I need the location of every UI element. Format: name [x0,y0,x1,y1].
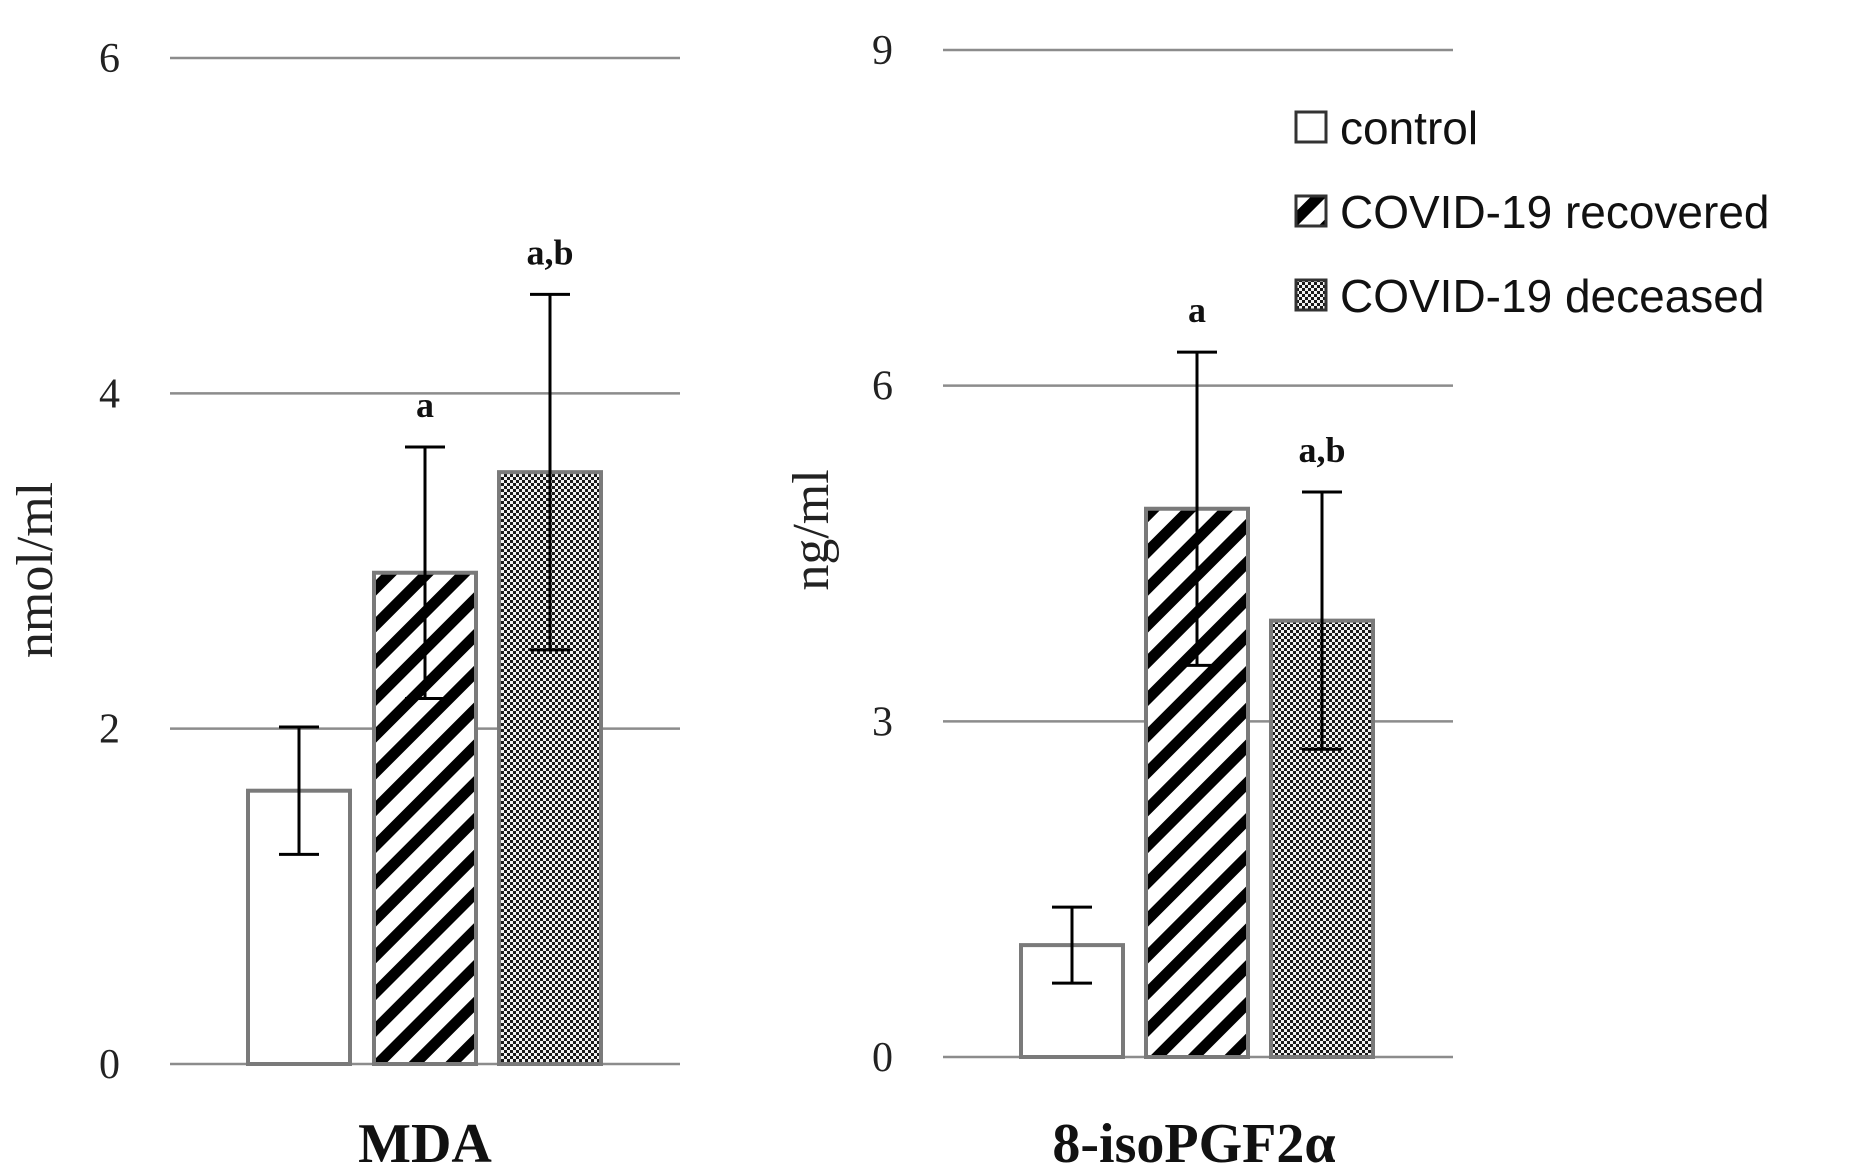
chart-legend: control COVID-19 recovered COVID-19 deceas… [1294,102,1770,322]
y-tick-label: 6 [872,364,893,410]
legend-label: control [1340,102,1478,154]
y-tick-label: 3 [872,699,893,745]
significance-label: a [416,385,434,425]
legend-item: COVID-19 deceased [1294,270,1764,322]
chart-panels: 0 2 4 6 nmol/ml a a,b MDA 0 3 6 9 ng/ml a a,b 8-isoPGF2… [7,28,1453,1175]
legend-item: control [1294,102,1478,154]
x-category-label: 8-isoPGF2α [1052,1113,1335,1175]
significance-label: a,b [526,232,573,272]
legend-label: COVID-19 deceased [1340,270,1764,322]
chart-panel-1: 0 2 4 6 nmol/ml a a,b MDA [7,36,680,1175]
chart-panel-2: 0 3 6 9 ng/ml a a,b 8-isoPGF2α [783,28,1453,1175]
y-tick-label: 6 [99,36,120,82]
y-tick-label: 9 [872,28,893,74]
y-axis-label: ng/ml [783,469,840,590]
y-axis-label: nmol/ml [7,482,64,658]
y-tick-label: 0 [872,1035,893,1081]
legend-label: COVID-19 recovered [1340,186,1770,238]
y-tick-label: 4 [99,371,120,417]
legend-swatch [1294,110,1328,144]
bar-covid-19-deceased [497,470,603,1066]
legend-item: COVID-19 recovered [1294,186,1770,238]
significance-label: a,b [1298,430,1345,470]
legend-swatch [1294,194,1328,228]
significance-label: a [1188,290,1206,330]
legend-swatch [1294,278,1328,312]
x-category-label: MDA [358,1113,492,1175]
y-tick-label: 2 [99,707,120,753]
y-tick-label: 0 [99,1042,120,1088]
